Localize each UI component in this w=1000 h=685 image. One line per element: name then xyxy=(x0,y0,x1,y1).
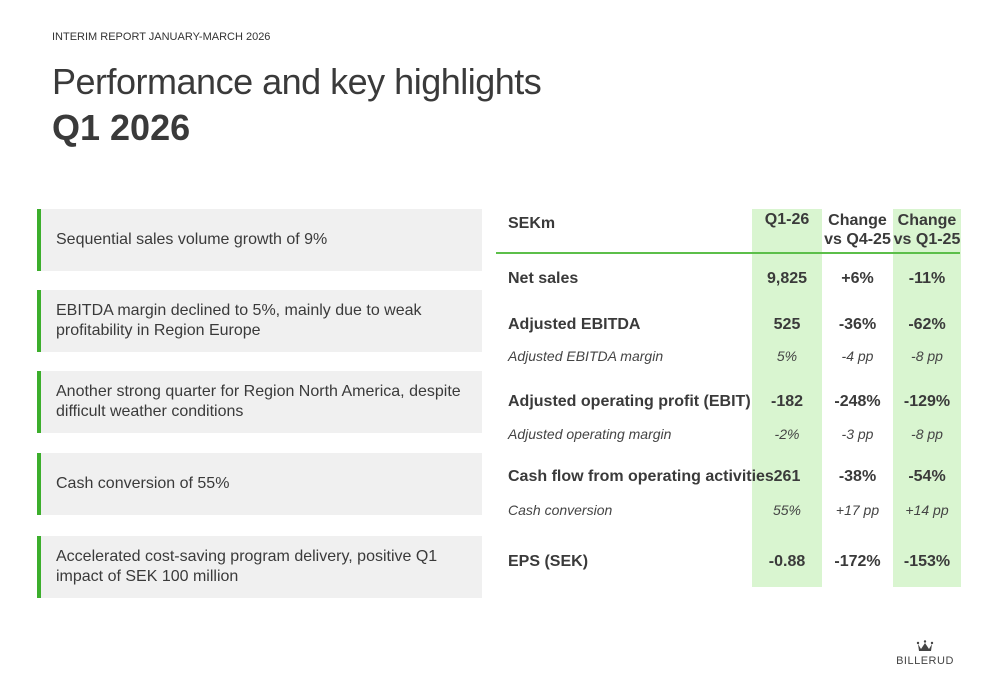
row-label: Adjusted operating profit (EBIT) xyxy=(508,393,751,410)
col-header-unit: SEKm xyxy=(508,215,556,232)
logo-text: BILLERUD xyxy=(896,655,954,667)
row-value: 9,825 xyxy=(766,270,808,287)
row-value: -54% xyxy=(908,468,946,485)
row-value: +6% xyxy=(841,270,874,287)
header-divider xyxy=(496,252,960,254)
row-label: Adjusted EBITDA margin xyxy=(508,348,664,364)
page-subtitle: Q1 2026 xyxy=(52,107,191,148)
header-line: Change xyxy=(828,212,887,229)
col-header-q1: Q1-26 xyxy=(764,211,810,228)
highlight-item: Cash conversion of 55% xyxy=(37,453,482,515)
report-kicker: INTERIM REPORT JANUARY-MARCH 2026 xyxy=(52,31,271,43)
highlight-column-q1 xyxy=(752,209,822,587)
row-value: -3 pp xyxy=(841,426,874,442)
header-line: vs Q4-25 xyxy=(824,231,891,248)
highlight-column-yoy xyxy=(893,209,961,587)
header-line: vs Q1-25 xyxy=(893,231,961,248)
highlight-item: Another strong quarter for Region North … xyxy=(37,371,482,433)
page-title: Performance and key highlights xyxy=(52,61,542,102)
row-label: EPS (SEK) xyxy=(508,553,589,570)
row-value: -172% xyxy=(834,553,881,570)
row-label: Adjusted operating margin xyxy=(508,426,672,442)
billerud-logo: BILLERUD xyxy=(895,640,955,667)
row-value: +17 pp xyxy=(835,502,880,518)
row-value: -4 pp xyxy=(841,348,874,364)
row-label: Adjusted EBITDA xyxy=(508,316,641,333)
header-line: Change xyxy=(897,212,957,229)
row-value: -248% xyxy=(834,393,881,410)
row-value: -11% xyxy=(908,270,946,287)
row-value: -62% xyxy=(908,316,946,333)
row-value: 525 xyxy=(773,316,801,333)
row-value: -0.88 xyxy=(768,553,806,570)
row-value: 261 xyxy=(773,468,801,485)
row-value: 5% xyxy=(776,348,798,364)
col-header-qoq: Change vs Q4-25 xyxy=(822,211,893,249)
row-value: +14 pp xyxy=(905,502,949,518)
row-value: -182 xyxy=(770,393,804,410)
row-value: -8 pp xyxy=(911,426,943,442)
row-label: Cash conversion xyxy=(508,502,613,518)
crown-icon xyxy=(916,640,934,651)
row-value: -129% xyxy=(903,393,951,410)
row-label: Cash flow from operating activities xyxy=(508,468,774,485)
row-value: -153% xyxy=(903,553,951,570)
row-value: -38% xyxy=(838,468,877,485)
highlight-item: EBITDA margin declined to 5%, mainly due… xyxy=(37,290,482,352)
highlight-item: Accelerated cost-saving program delivery… xyxy=(37,536,482,598)
highlight-item: Sequential sales volume growth of 9% xyxy=(37,209,482,271)
row-label: Net sales xyxy=(508,270,579,287)
row-value: -2% xyxy=(774,426,800,442)
row-value: -36% xyxy=(838,316,877,333)
row-value: -8 pp xyxy=(911,348,943,364)
row-value: 55% xyxy=(772,502,802,518)
col-header-yoy: Change vs Q1-25 xyxy=(893,211,961,249)
